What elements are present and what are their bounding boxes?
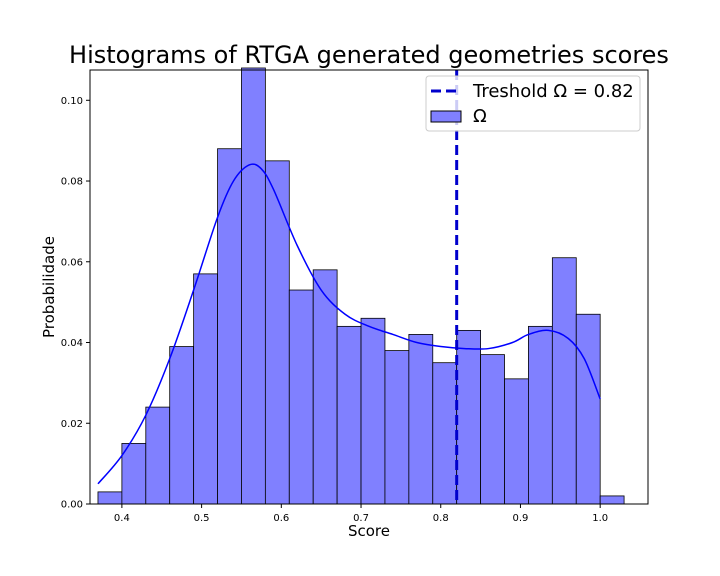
x-axis-label: Score (348, 522, 390, 540)
y-tick-label: 0.04 (61, 338, 83, 349)
legend-bar-swatch (430, 110, 462, 123)
legend-threshold-label: Treshold Ω = 0.82 (472, 81, 634, 102)
chart-title: Histograms of RTGA generated geometries … (69, 41, 669, 69)
histogram-bar (456, 329, 481, 505)
histogram-bar (145, 406, 171, 505)
histogram-bar (599, 495, 625, 505)
histogram-bar (264, 160, 290, 505)
histogram-bar (217, 148, 242, 505)
y-axis-label: Probabilidade (40, 236, 58, 338)
histogram-bars (97, 67, 625, 505)
histogram-bar (241, 67, 266, 505)
histogram-bar (480, 354, 505, 505)
histogram-bar (408, 334, 434, 505)
y-tick-label: 0.06 (61, 257, 83, 268)
histogram-bar (97, 491, 123, 505)
histogram-bar (288, 289, 314, 505)
y-tick-label: 0.08 (61, 177, 83, 188)
x-tick-label: 0.7 (353, 513, 369, 524)
histogram-bar (551, 257, 577, 505)
legend-series-label: Ω (473, 106, 487, 127)
histogram-bar (384, 350, 410, 505)
x-tick-label: 0.8 (433, 513, 449, 524)
histogram-bar (193, 273, 218, 505)
histogram-bar (504, 378, 529, 505)
x-tick-label: 1.0 (592, 513, 608, 524)
x-tick-label: 0.6 (273, 513, 289, 524)
histogram-bar (528, 325, 553, 505)
x-tick-label: 0.9 (513, 513, 529, 524)
histogram-bar (432, 362, 458, 505)
y-tick-label: 0.10 (61, 96, 83, 107)
x-tick-label: 0.4 (114, 513, 130, 524)
y-tick-label: 0.02 (61, 419, 83, 430)
histogram-bar (336, 325, 362, 505)
y-axis-ticks: 0.00 0.02 0.04 0.06 0.08 0.10 (61, 96, 90, 511)
plot-frame (89, 69, 649, 505)
histogram-bar (575, 313, 601, 505)
x-axis-ticks: 0.4 0.5 0.6 0.7 0.8 0.9 1.0 (114, 504, 608, 524)
y-tick-label: 0.00 (61, 500, 83, 511)
x-tick-label: 0.5 (194, 513, 210, 524)
histogram-bar (121, 443, 147, 505)
histogram-bar (169, 346, 195, 505)
kde-curve (97, 163, 601, 485)
legend: Treshold Ω = 0.82 Ω (425, 75, 641, 132)
histogram-bar (360, 317, 386, 505)
legend-box (425, 75, 641, 132)
